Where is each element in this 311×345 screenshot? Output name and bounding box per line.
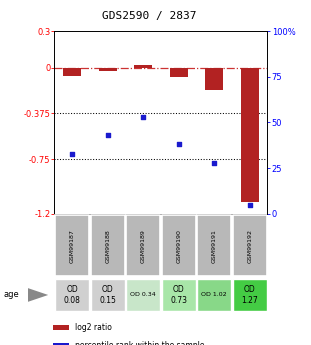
Bar [53,325,69,330]
Text: OD
0.73: OD 0.73 [170,285,187,305]
Text: GSM99192: GSM99192 [247,229,252,263]
Bar [126,279,160,311]
Text: GSM99189: GSM99189 [141,229,146,263]
Point [105,132,110,138]
Bar [233,215,267,276]
Bar [162,279,196,311]
Bar [55,215,89,276]
Bar [53,343,69,345]
Point [70,151,75,156]
Bar [63,68,81,76]
Bar [126,215,160,276]
Text: OD 0.34: OD 0.34 [130,293,156,297]
Bar [134,65,152,68]
Text: GSM99191: GSM99191 [212,229,217,263]
Bar [241,68,258,202]
Bar [205,68,223,90]
Text: OD
0.15: OD 0.15 [99,285,116,305]
Polygon shape [28,288,48,302]
Text: log2 ratio: log2 ratio [75,323,112,332]
Bar [170,68,188,77]
Text: GSM99187: GSM99187 [70,229,75,263]
Bar [233,279,267,311]
Bar [197,279,231,311]
Bar [91,215,125,276]
Text: GSM99190: GSM99190 [176,229,181,263]
Text: percentile rank within the sample: percentile rank within the sample [75,341,205,345]
Point [212,160,217,166]
Bar [91,279,125,311]
Text: OD
0.08: OD 0.08 [64,285,81,305]
Text: OD
1.27: OD 1.27 [241,285,258,305]
Text: OD 1.02: OD 1.02 [202,293,227,297]
Point [141,114,146,120]
Text: GDS2590 / 2837: GDS2590 / 2837 [102,11,197,20]
Bar [55,279,89,311]
Bar [197,215,231,276]
Text: age: age [3,290,19,299]
Bar [99,68,117,71]
Point [176,142,181,147]
Point [247,202,252,207]
Bar [162,215,196,276]
Text: GSM99188: GSM99188 [105,229,110,263]
